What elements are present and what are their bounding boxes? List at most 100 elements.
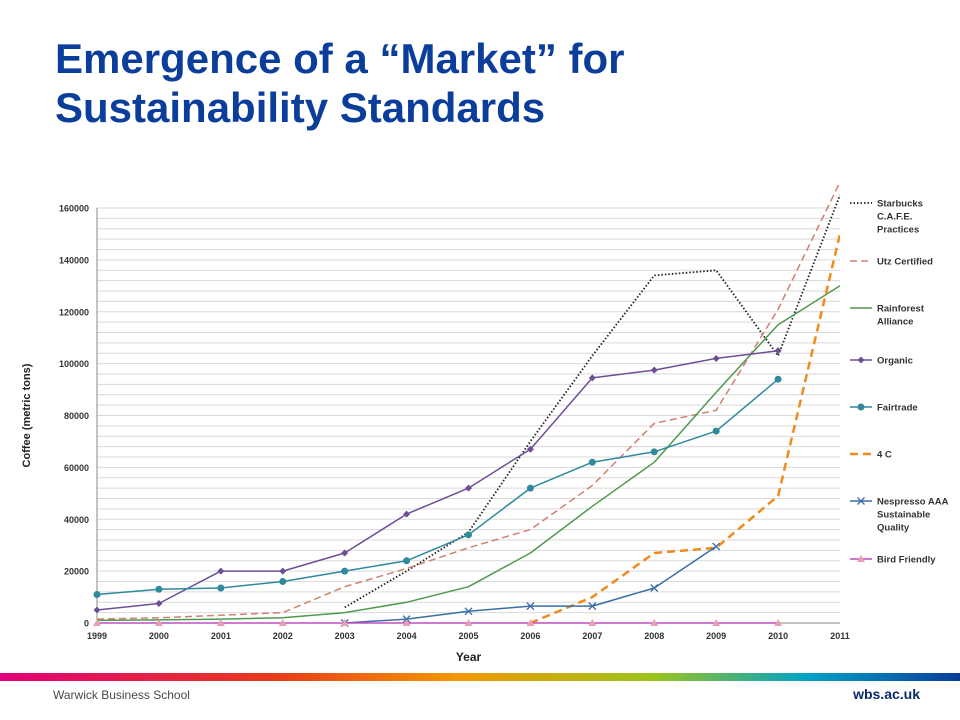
series-nespresso-aaa-sustainable-quality [340, 542, 721, 627]
data-point [712, 354, 720, 362]
legend-label: C.A.F.E. [877, 212, 912, 223]
legend-item: Utz Certified [850, 257, 933, 268]
x-tick-label: 2003 [335, 631, 355, 641]
data-point [217, 567, 225, 575]
data-point [403, 510, 411, 518]
series-starbucks-c-a-f-e-practices [344, 194, 840, 609]
legend: Starbucks C.A.F.E. Practices Utz Certified R… [850, 199, 949, 566]
y-axis-title: Coffee (metric tons) [21, 363, 33, 467]
series-utz-certified [96, 183, 840, 620]
x-tick-label: 2004 [397, 631, 417, 641]
x-axis-title: Year [456, 650, 482, 664]
data-point [279, 567, 287, 575]
data-point [588, 374, 596, 382]
legend-item: 4 C [850, 450, 892, 461]
data-point [526, 445, 534, 453]
y-tick-label: 120000 [59, 307, 89, 317]
data-point [526, 602, 535, 611]
data-point [650, 584, 659, 592]
series-line [96, 183, 840, 620]
legend-marker [857, 356, 865, 364]
data-point [650, 448, 658, 456]
series-line [96, 285, 840, 622]
data-point [278, 619, 287, 626]
data-point [464, 619, 473, 626]
x-tick-label: 2001 [211, 631, 231, 641]
footer-website: wbs.ac.uk [853, 686, 920, 702]
coffee-standards-line-chart: 0 20000 40000 60000 80000 100000 120000 140000 1… [21, 183, 949, 664]
data-point [216, 619, 225, 626]
x-tick-label: 2005 [458, 631, 478, 641]
slide-title-line-2: Sustainability Standards [55, 84, 546, 131]
y-tick-label: 80000 [64, 411, 89, 421]
x-tick-label: 1999 [87, 631, 107, 641]
y-tick-label: 0 [84, 619, 89, 629]
x-tick-label: 2011 [830, 631, 850, 641]
data-point [588, 602, 597, 611]
data-point [650, 619, 659, 626]
legend-label: Bird Friendly [877, 555, 936, 566]
y-tick-label: 40000 [64, 515, 89, 525]
data-point [650, 366, 658, 374]
legend-label: Nespresso AAA [877, 497, 949, 508]
series-line [344, 194, 840, 609]
series-line [96, 378, 779, 596]
legend-label: Organic [877, 356, 913, 367]
y-tick-label: 160000 [59, 204, 89, 214]
legend-item: Bird Friendly [850, 555, 936, 566]
data-point [341, 567, 349, 575]
x-tick-label: 2006 [520, 631, 540, 641]
x-tick-label: 2010 [768, 631, 788, 641]
legend-label: Fairtrade [877, 403, 918, 414]
data-point [774, 375, 782, 383]
legend-label: Alliance [877, 317, 913, 328]
x-tick-label: 2002 [273, 631, 293, 641]
series-organic [93, 347, 782, 614]
series-line [344, 545, 717, 624]
y-tick-label: 100000 [59, 359, 89, 369]
data-point [217, 584, 225, 592]
y-tick-label: 60000 [64, 463, 89, 473]
data-point [526, 484, 534, 492]
y-tick-label: 20000 [64, 567, 89, 577]
legend-label: Utz Certified [877, 257, 933, 268]
legend-item: Fairtrade [850, 403, 918, 414]
x-tick-label: 2009 [706, 631, 726, 641]
data-point [340, 619, 349, 626]
data-point [712, 542, 721, 551]
series-4-c [529, 233, 840, 625]
footer-color-bar [0, 673, 960, 681]
data-point [93, 590, 101, 598]
data-point [155, 585, 163, 593]
data-point [93, 619, 101, 626]
legend-label: Starbucks [877, 199, 923, 210]
data-point [526, 619, 535, 626]
data-point [155, 600, 163, 608]
series-line [529, 233, 840, 625]
x-tick-label: 2007 [582, 631, 602, 641]
legend-label: 4 C [877, 450, 892, 461]
data-point [465, 484, 472, 492]
plot-area [93, 183, 840, 627]
slide-title: Emergence of a “Market” for Sustainabili… [55, 34, 915, 132]
series-fairtrade [93, 375, 782, 598]
data-point [464, 607, 473, 616]
data-point [774, 347, 782, 355]
data-point [403, 557, 411, 565]
x-tick-label: 2008 [644, 631, 664, 641]
legend-marker [857, 497, 865, 505]
data-point [588, 458, 596, 466]
series-bird-friendly [93, 619, 783, 626]
data-point [279, 578, 287, 585]
legend-item: Organic [850, 356, 913, 367]
legend-label: Sustainable [877, 510, 930, 521]
gridlines [97, 207, 840, 624]
data-point [774, 619, 783, 626]
data-point [93, 606, 101, 614]
footer-school-name: Warwick Business School [53, 688, 190, 702]
legend-marker [857, 403, 865, 411]
legend-item: Nespresso AAA Sustainable Quality [850, 497, 949, 534]
legend-label: Practices [877, 225, 919, 236]
series-rainforest-alliance [96, 285, 840, 622]
slide-title-line-1: Emergence of a “Market” for [55, 35, 625, 82]
